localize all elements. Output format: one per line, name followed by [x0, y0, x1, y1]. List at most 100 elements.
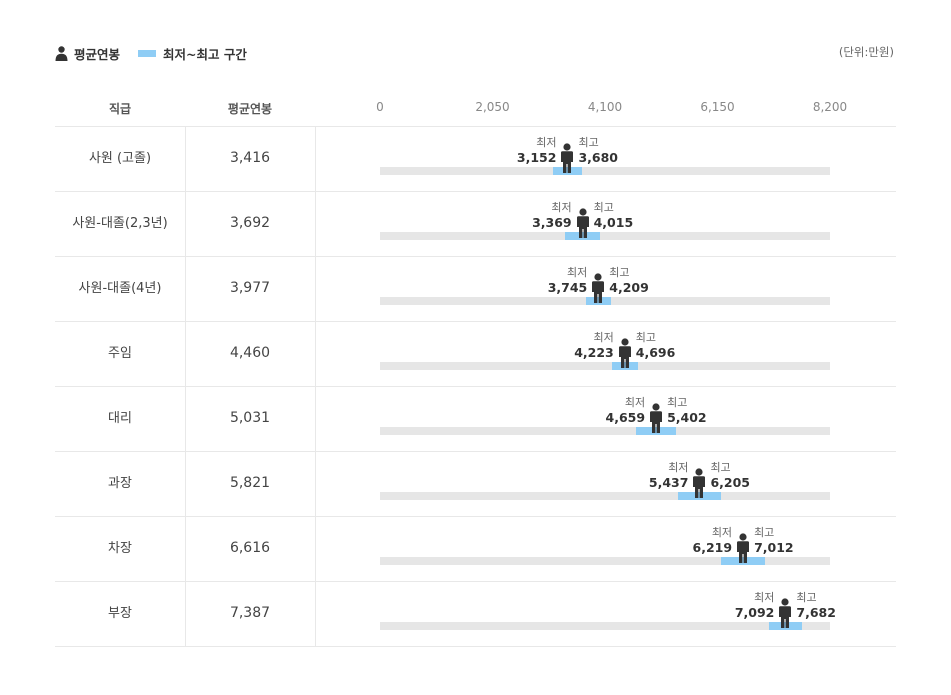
- max-label: 최고 7,012: [754, 525, 794, 555]
- rank-cell: 사원 (고졸): [88, 151, 152, 166]
- min-caption: 최저: [567, 266, 588, 279]
- min-value: 3,369: [532, 215, 572, 230]
- person-icon: [55, 45, 68, 61]
- row-divider: [55, 256, 896, 257]
- avg-salary-cell: 3,416: [229, 150, 271, 166]
- unit-label: (단위:만원): [838, 45, 894, 59]
- x-tick-label: 2,050: [475, 100, 510, 114]
- max-value: 7,012: [754, 540, 794, 555]
- avg-person-marker-icon: [649, 403, 663, 433]
- table-row: 주임 4,460 최저 4,223 최고 4,696: [55, 321, 896, 386]
- max-value: 7,682: [796, 605, 836, 620]
- column-divider: [185, 126, 186, 646]
- min-label: 최저 3,745: [548, 265, 588, 295]
- avg-salary-cell: 3,692: [229, 215, 271, 231]
- min-value: 3,745: [547, 280, 588, 295]
- table-row: 사원-대졸(2,3년) 3,692 최저 3,369 최고 4,015: [55, 191, 896, 256]
- table-row: 사원-대졸(4년) 3,977 최저 3,745 최고 4,209: [55, 256, 896, 321]
- column-divider: [315, 126, 316, 646]
- avg-person-marker-icon: [778, 598, 792, 628]
- min-label: 최저 3,369: [532, 200, 572, 230]
- min-value: 5,437: [648, 475, 689, 490]
- min-max-range-bar: [552, 167, 582, 175]
- max-caption: 최고: [609, 266, 630, 279]
- rank-cell: 대리: [108, 411, 132, 426]
- min-label: 최저 3,152: [517, 135, 557, 165]
- row-divider: [55, 646, 896, 647]
- min-caption: 최저: [593, 331, 614, 344]
- rank-cell: 주임: [108, 346, 132, 361]
- avg-salary-cell: 3,977: [229, 280, 271, 296]
- avg-person-marker-icon: [576, 208, 590, 238]
- row-divider: [55, 516, 896, 517]
- min-value: 4,659: [605, 410, 646, 425]
- avg-person-marker-icon: [560, 143, 574, 173]
- row-divider: [55, 581, 896, 582]
- max-caption: 최고: [667, 396, 688, 409]
- max-caption: 최고: [796, 591, 817, 604]
- max-value: 4,696: [635, 345, 676, 360]
- max-caption: 최고: [635, 331, 656, 344]
- min-max-range-bar: [611, 362, 638, 370]
- header-divider: [55, 126, 896, 127]
- min-value: 7,092: [734, 605, 775, 620]
- avg-salary-cell: 5,821: [229, 475, 271, 491]
- avg-salary-cell: 5,031: [229, 410, 271, 426]
- rank-cell: 사원-대졸(2,3년): [72, 216, 168, 231]
- avg-salary-cell: 6,616: [229, 540, 271, 556]
- table-row: 차장 6,616 최저 6,219 최고 7,012: [55, 516, 896, 581]
- avg-person-marker-icon: [591, 273, 605, 303]
- row-divider: [55, 386, 896, 387]
- max-label: 최고 3,680: [578, 135, 618, 165]
- x-tick-label: 0: [376, 100, 384, 114]
- header-rank: 직급: [108, 102, 132, 116]
- min-max-range-bar: [678, 492, 721, 500]
- max-value: 6,205: [710, 475, 750, 490]
- min-max-range-bar: [585, 297, 611, 305]
- range-track: [380, 297, 830, 305]
- max-caption: 최고: [754, 526, 775, 539]
- max-value: 4,015: [593, 215, 634, 230]
- min-label: 최저 6,219: [693, 525, 733, 555]
- rank-cell: 차장: [108, 541, 132, 556]
- max-value: 5,402: [667, 410, 707, 425]
- min-label: 최저 7,092: [735, 590, 775, 620]
- max-label: 최고 6,205: [710, 460, 750, 490]
- rank-cell: 과장: [108, 476, 132, 491]
- row-divider: [55, 191, 896, 192]
- range-track: [380, 232, 830, 240]
- range-track: [380, 557, 830, 565]
- max-label: 최고 4,696: [636, 330, 676, 360]
- range-track: [380, 427, 830, 435]
- avg-person-marker-icon: [736, 533, 750, 563]
- avg-person-marker-icon: [692, 468, 706, 498]
- max-value: 3,680: [578, 150, 618, 165]
- range-track: [380, 167, 830, 175]
- max-caption: 최고: [578, 136, 599, 149]
- min-max-range-bar: [564, 232, 601, 240]
- max-label: 최고 7,682: [796, 590, 836, 620]
- max-label: 최고 4,015: [594, 200, 634, 230]
- table-row: 부장 7,387 최저 7,092 최고 7,682: [55, 581, 896, 646]
- min-caption: 최저: [624, 396, 646, 409]
- max-caption: 최고: [710, 461, 731, 474]
- table-row: 대리 5,031 최저 4,659 최고 5,402: [55, 386, 896, 451]
- row-divider: [55, 451, 896, 452]
- min-label: 최저 4,659: [606, 395, 646, 425]
- range-track: [380, 622, 830, 630]
- min-label: 최저 5,437: [649, 460, 689, 490]
- legend-avg-label: 평균연봉: [74, 46, 121, 62]
- max-label: 최고 4,209: [609, 265, 649, 295]
- min-caption: 최저: [551, 201, 572, 214]
- min-caption: 최저: [668, 461, 689, 474]
- min-max-range-bar: [721, 557, 765, 565]
- min-caption: 최저: [711, 526, 733, 539]
- avg-salary-cell: 7,387: [229, 605, 271, 621]
- min-value: 4,223: [574, 345, 614, 360]
- avg-person-marker-icon: [618, 338, 632, 368]
- min-max-range-bar: [769, 622, 802, 630]
- legend-range-swatch: [138, 49, 157, 57]
- min-value: 6,219: [692, 540, 733, 555]
- rank-cell: 부장: [108, 606, 132, 621]
- table-row: 사원 (고졸) 3,416 최저 3,152 최고 3,680: [55, 126, 896, 191]
